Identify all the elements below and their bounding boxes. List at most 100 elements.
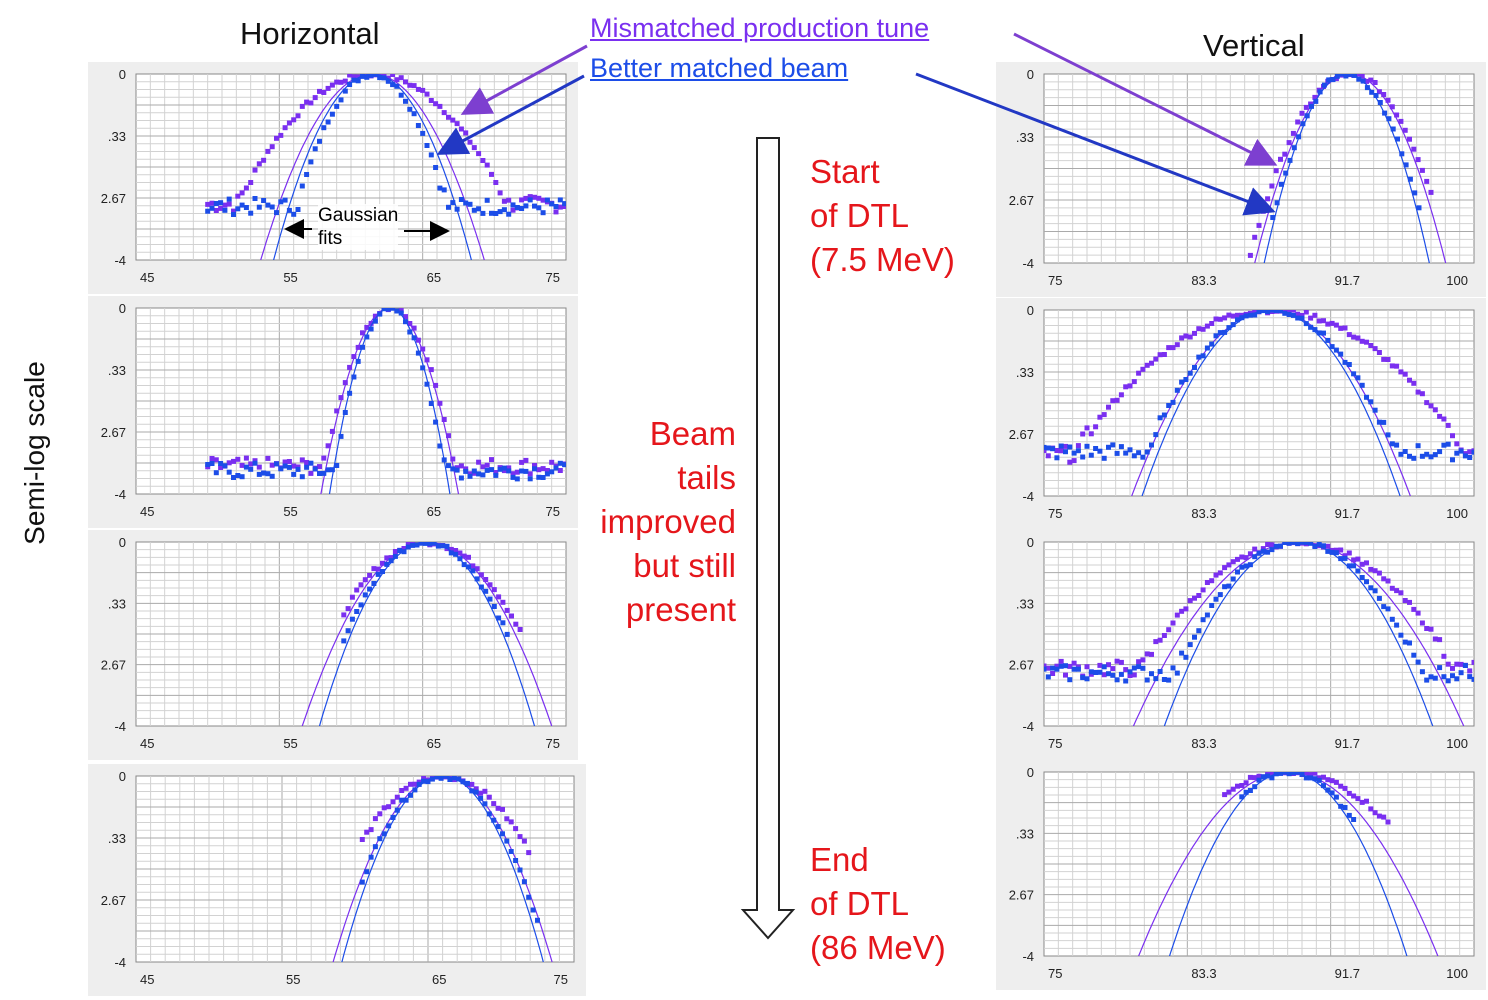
data-point [498, 209, 503, 214]
data-point [1080, 432, 1085, 437]
tails-line-1: Beam [560, 412, 736, 456]
data-point [463, 130, 468, 135]
data-point [403, 99, 408, 104]
data-point [1192, 365, 1197, 370]
data-point [1097, 449, 1102, 454]
data-point [1063, 673, 1068, 678]
data-point [437, 401, 442, 406]
x-tick-label: 75 [546, 736, 560, 751]
data-point [343, 89, 348, 94]
data-point [380, 561, 385, 566]
data-point [1089, 669, 1094, 674]
data-point [1050, 671, 1055, 676]
data-point [1136, 371, 1141, 376]
data-point [1420, 669, 1425, 674]
data-point [347, 391, 352, 396]
data-point [1106, 405, 1111, 410]
data-point [1222, 315, 1227, 320]
data-point [1162, 413, 1167, 418]
data-point [1312, 776, 1317, 781]
data-point [1441, 443, 1446, 448]
data-point [1377, 596, 1382, 601]
y-tick-label: 2.67 [1009, 427, 1034, 442]
data-point [308, 159, 313, 164]
data-point [1347, 332, 1352, 337]
data-point [350, 617, 355, 622]
data-point [1291, 131, 1296, 136]
data-point [1360, 575, 1365, 580]
data-point [476, 460, 481, 465]
data-point [462, 554, 467, 559]
data-point [210, 206, 215, 211]
data-point [296, 207, 301, 212]
data-point [479, 572, 484, 577]
data-point [1136, 664, 1141, 669]
data-point [1416, 611, 1421, 616]
data-point [384, 562, 389, 567]
data-point [334, 80, 339, 85]
data-point [489, 467, 494, 472]
data-point [1265, 774, 1270, 779]
data-point [287, 208, 292, 213]
data-point [391, 799, 396, 804]
legend-mismatched[interactable]: Mismatched production tune [590, 13, 929, 44]
data-point [283, 464, 288, 469]
data-point [1368, 399, 1373, 404]
data-point [1403, 449, 1408, 454]
data-point [1179, 380, 1184, 385]
data-point [498, 190, 503, 195]
data-point [407, 83, 412, 88]
data-point [1196, 326, 1201, 331]
data-point [1446, 442, 1451, 447]
data-point [235, 457, 240, 462]
data-point [1201, 587, 1206, 592]
data-point [1407, 378, 1412, 383]
end-line-3: (86 MeV) [810, 926, 946, 970]
x-tick-label: 91.7 [1335, 273, 1360, 288]
data-point [1166, 345, 1171, 350]
data-point [244, 465, 249, 470]
data-point [475, 576, 480, 581]
data-point [346, 606, 351, 611]
data-point [1424, 678, 1429, 683]
data-point [1274, 544, 1279, 549]
data-point [1282, 152, 1287, 157]
data-point [261, 198, 266, 203]
data-point [296, 113, 301, 118]
data-point [1411, 381, 1416, 386]
data-point [1334, 323, 1339, 328]
data-point [1196, 593, 1201, 598]
data-point [1373, 408, 1378, 413]
data-point [1162, 633, 1167, 638]
data-point [1076, 448, 1081, 453]
data-point [1330, 778, 1335, 783]
data-point [382, 75, 387, 80]
data-point [463, 201, 468, 206]
data-point [518, 627, 523, 632]
data-point [518, 868, 523, 873]
data-point [377, 312, 382, 317]
x-tick-label: 45 [140, 270, 154, 285]
data-point [450, 118, 455, 123]
data-point [410, 543, 415, 548]
data-point [1106, 671, 1111, 676]
data-point [1046, 674, 1051, 679]
data-point [390, 82, 395, 87]
data-point [386, 823, 391, 828]
chart-vertical-2: 75 83.3 91.7 1000.332.67-4 [996, 298, 1486, 530]
data-point [500, 831, 505, 836]
data-point [403, 79, 408, 84]
data-point [1067, 664, 1072, 669]
y-tick-label: 2.67 [101, 425, 126, 440]
data-point [1334, 780, 1339, 785]
data-point [554, 204, 559, 209]
chart-horizontal-3: 45 55 65 75 0 .33 2.67 -4 [88, 530, 578, 760]
data-point [261, 158, 266, 163]
data-point [541, 198, 546, 203]
data-point [1398, 590, 1403, 595]
data-point [364, 325, 369, 330]
data-point [1269, 542, 1274, 547]
end-annotation: End of DTL (86 MeV) [810, 838, 946, 970]
data-point [210, 456, 215, 461]
legend-matched[interactable]: Better matched beam [590, 53, 848, 84]
